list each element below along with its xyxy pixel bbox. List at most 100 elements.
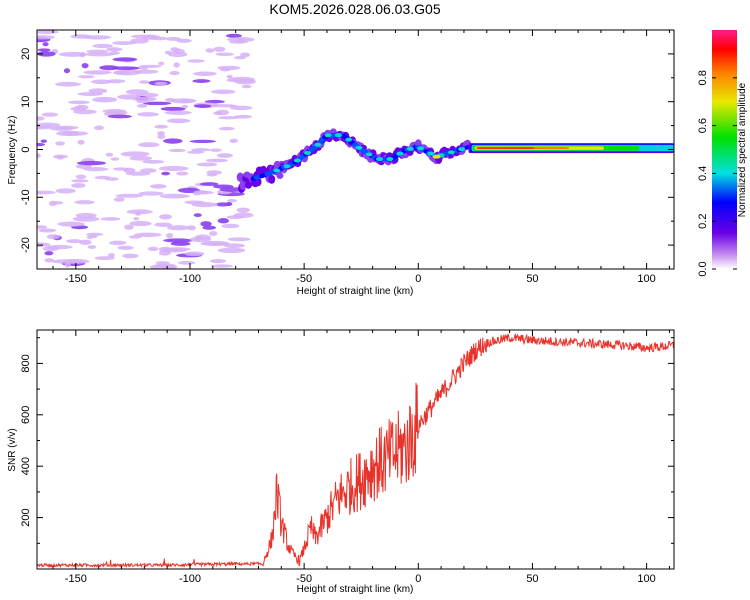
noise-blob — [159, 214, 172, 220]
snr-x-tick-label: 50 — [526, 573, 538, 585]
noise-blob — [132, 96, 157, 102]
spectrogram-x-tick-label: 100 — [637, 273, 655, 285]
noise-blob — [54, 125, 79, 130]
noise-blob — [83, 166, 109, 172]
spectrogram-noise-layer — [37, 30, 257, 269]
noise-blob — [166, 225, 190, 231]
spectrogram-x-tick-label: 0 — [415, 273, 421, 285]
snr-plot-area — [37, 330, 674, 569]
noise-blob — [177, 260, 196, 265]
noise-blob — [200, 240, 230, 246]
noise-blob — [159, 193, 190, 199]
noise-blob — [55, 141, 66, 146]
noise-blob — [187, 59, 205, 63]
noise-blob — [37, 142, 46, 147]
noise-blob — [210, 264, 233, 268]
noise-blob — [126, 209, 153, 215]
snr-ticks: -150 -100 -50 0 50 100 200 400 600 800 — [20, 330, 674, 585]
track-peak — [375, 157, 383, 162]
noise-blob — [184, 200, 205, 205]
noise-blob — [92, 96, 118, 103]
noise-blob — [42, 42, 49, 47]
noise-blob — [163, 265, 176, 269]
noise-blob — [63, 68, 71, 74]
noise-blob — [184, 251, 205, 257]
noise-blob — [208, 231, 218, 236]
noise-blob — [75, 212, 97, 219]
noise-blob — [76, 160, 107, 166]
snr-panel: -150 -100 -50 0 50 100 200 400 600 800 Height of … — [7, 329, 675, 595]
noise-blob — [221, 223, 240, 229]
noise-blob — [151, 36, 168, 41]
snr-x-tick-label: -150 — [65, 573, 87, 585]
noise-blob — [168, 148, 186, 153]
noise-blob — [105, 79, 126, 84]
noise-blob — [122, 253, 139, 259]
noise-blob — [196, 162, 218, 167]
colorbar-gradient — [712, 30, 737, 269]
noise-blob — [110, 157, 120, 161]
noise-blob — [67, 100, 90, 105]
snr-y-tick-label: 800 — [20, 354, 32, 372]
track-halo — [268, 174, 276, 184]
noise-blob — [155, 261, 170, 265]
noise-blob — [139, 80, 150, 84]
spectrogram-x-tick-label: -150 — [65, 273, 87, 285]
spectrogram-x-tick-label: -100 — [179, 273, 201, 285]
noise-blob — [163, 238, 193, 243]
constant-tone-band — [477, 147, 534, 149]
noise-blob — [117, 245, 134, 250]
noise-blob — [226, 198, 237, 203]
noise-blob — [216, 109, 230, 116]
noise-blob — [226, 74, 233, 79]
noise-blob — [138, 142, 160, 148]
noise-blob — [210, 89, 236, 94]
noise-blob — [55, 188, 76, 194]
noise-blob — [215, 52, 234, 57]
noise-blob — [86, 49, 109, 54]
noise-blob — [206, 173, 218, 177]
spectrogram-y-tick-label: 0 — [20, 146, 32, 152]
noise-blob — [37, 51, 56, 57]
noise-blob — [217, 218, 230, 224]
noise-blob — [169, 70, 180, 76]
noise-blob — [229, 105, 253, 111]
noise-blob — [202, 225, 216, 230]
spectrogram-y-tick-label: -20 — [20, 237, 32, 253]
noise-blob — [87, 245, 97, 249]
noise-blob — [74, 200, 95, 205]
colorbar-tick-label: 0.2 — [697, 214, 709, 229]
track-peak — [273, 168, 281, 173]
noise-blob — [199, 182, 219, 186]
noise-blob — [223, 243, 245, 248]
track-peak — [314, 142, 322, 147]
noise-blob — [94, 175, 111, 180]
noise-blob — [147, 246, 159, 251]
noise-blob — [217, 247, 246, 254]
snr-y-tick-label: 200 — [20, 508, 32, 526]
noise-blob — [129, 155, 153, 161]
noise-blob — [46, 234, 60, 240]
noise-blob — [99, 65, 119, 71]
colorbar-tick-label: 0.8 — [697, 70, 709, 85]
noise-blob — [161, 171, 170, 176]
noise-blob — [64, 262, 71, 268]
track-peak — [406, 146, 414, 151]
noise-blob — [44, 258, 55, 263]
noise-blob — [54, 81, 82, 87]
noise-blob — [38, 228, 57, 233]
spectrogram-x-tick-label: 50 — [526, 273, 538, 285]
noise-blob — [168, 51, 188, 58]
noise-blob — [125, 89, 149, 95]
noise-blob — [133, 232, 162, 238]
noise-blob — [51, 201, 64, 205]
colorbar-label: Normalized spectral amplitude — [737, 82, 748, 217]
colorbar: 0.0 0.2 0.4 0.6 0.8 Normalized spectral ampl… — [697, 30, 748, 277]
spectrogram-y-tick-label: 10 — [20, 96, 32, 108]
noise-blob — [166, 36, 181, 41]
noise-blob — [73, 109, 97, 115]
noise-blob — [85, 52, 115, 57]
track-peak — [447, 150, 455, 155]
